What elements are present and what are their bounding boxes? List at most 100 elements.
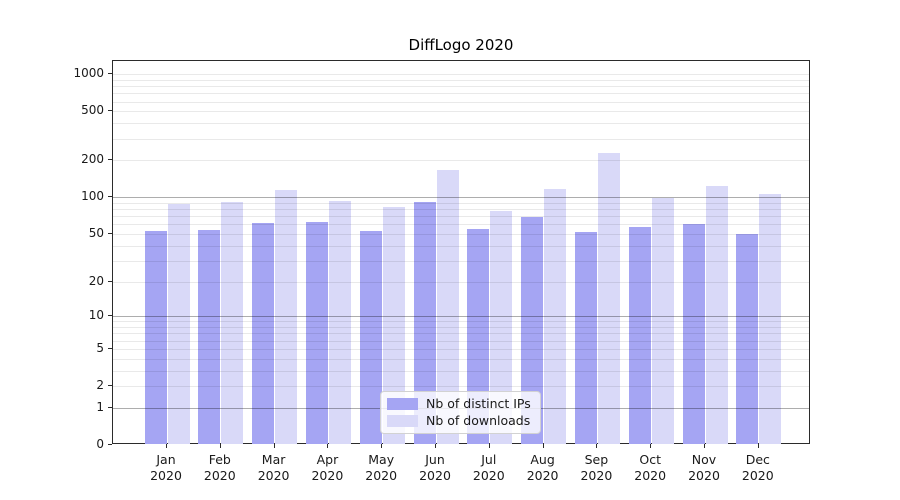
- bar-distinct-ips-jun: [413, 201, 436, 444]
- y-gridline-800: [113, 86, 809, 88]
- bar-downloads-jan: [167, 204, 190, 444]
- y-tick-mark-5: [108, 347, 112, 349]
- bar-downloads-aug: [544, 188, 567, 444]
- legend-row-downloads: Nb of downloads: [387, 414, 531, 428]
- y-gridline-7: [113, 333, 809, 335]
- x-tick-label-jan: Jan 2020: [150, 452, 182, 483]
- y-tick-mark-200: [108, 159, 112, 161]
- bar-downloads-jul: [490, 210, 513, 444]
- x-tick-mark-nov: [704, 444, 705, 448]
- bar-distinct-ips-dec: [736, 233, 759, 444]
- plot-area: [112, 60, 810, 444]
- x-tick-mark-jan: [166, 444, 167, 448]
- y-gridline-80: [113, 209, 809, 211]
- bar-downloads-oct: [651, 197, 674, 444]
- x-tick-label-jul: Jul 2020: [472, 452, 505, 483]
- y-gridline-900: [113, 79, 809, 81]
- x-tick-label-aug: Aug 2020: [526, 452, 559, 483]
- y-gridline-1000: [113, 74, 809, 76]
- y-gridline-20: [113, 281, 809, 283]
- x-tick-label-feb: Feb 2020: [203, 452, 236, 483]
- y-gridline-90: [113, 202, 809, 204]
- bar-distinct-ips-apr: [305, 221, 328, 444]
- bar-downloads-mar: [275, 189, 298, 444]
- y-tick-label-1000: 1000: [73, 66, 104, 81]
- bar-distinct-ips-aug: [521, 217, 544, 444]
- bar-distinct-ips-feb: [198, 229, 221, 444]
- legend: Nb of distinct IPs Nb of downloads: [380, 391, 541, 434]
- y-gridline-200: [113, 160, 809, 162]
- x-tick-mark-feb: [219, 444, 221, 448]
- y-gridline-10: [113, 316, 809, 318]
- x-tick-label-sep: Sep 2020: [580, 452, 613, 483]
- bar-distinct-ips-mar: [252, 222, 275, 444]
- y-gridline-400: [113, 123, 809, 125]
- bar-distinct-ips-jan: [144, 230, 167, 444]
- legend-label-distinct-ips: Nb of distinct IPs: [426, 396, 531, 411]
- x-tick-mark-aug: [542, 444, 544, 448]
- x-tick-mark-apr: [327, 444, 329, 448]
- y-tick-label-5: 5: [96, 340, 104, 355]
- y-tick-mark-100: [108, 196, 112, 198]
- y-tick-label-10: 10: [88, 308, 104, 323]
- legend-swatch-distinct-ips: [387, 398, 418, 410]
- chart-title: DiffLogo 2020: [408, 36, 514, 54]
- y-gridline-30: [113, 260, 809, 262]
- y-tick-label-2: 2: [96, 378, 104, 393]
- bar-distinct-ips-jul: [467, 228, 490, 444]
- x-tick-label-dec: Dec 2020: [741, 452, 774, 483]
- y-tick-mark-1000: [108, 73, 112, 75]
- bar-distinct-ips-oct: [628, 227, 651, 444]
- y-gridline-60: [113, 224, 809, 226]
- y-tick-mark-1: [108, 406, 112, 408]
- x-tick-label-mar: Mar 2020: [257, 452, 290, 483]
- x-tick-label-nov: Nov 2020: [688, 452, 720, 483]
- y-tick-mark-10: [108, 315, 112, 317]
- y-gridline-40: [113, 245, 809, 247]
- y-gridline-3: [113, 370, 809, 372]
- bar-downloads-may: [382, 206, 405, 444]
- bar-distinct-ips-sep: [574, 231, 597, 444]
- x-tick-mark-mar: [273, 444, 275, 448]
- y-tick-mark-0: [108, 444, 112, 445]
- y-tick-mark-2: [108, 385, 112, 387]
- y-tick-label-100: 100: [81, 189, 104, 204]
- x-tick-mark-jul: [488, 444, 490, 448]
- y-tick-label-500: 500: [81, 103, 104, 118]
- y-gridline-600: [113, 101, 809, 103]
- y-tick-label-20: 20: [88, 273, 104, 288]
- legend-label-downloads: Nb of downloads: [426, 413, 531, 428]
- x-tick-mark-dec: [757, 444, 759, 448]
- legend-row-distinct-ips: Nb of distinct IPs: [387, 397, 531, 411]
- y-gridline-6: [113, 340, 809, 342]
- bar-distinct-ips-nov: [682, 223, 705, 444]
- y-gridline-700: [113, 93, 809, 95]
- y-gridline-300: [113, 138, 809, 140]
- y-tick-label-0: 0: [96, 437, 104, 451]
- y-gridline-500: [113, 111, 809, 113]
- x-tick-label-may: May 2020: [365, 452, 398, 483]
- x-tick-mark-oct: [650, 444, 652, 448]
- bar-downloads-apr: [328, 200, 351, 444]
- y-tick-mark-20: [108, 280, 112, 282]
- bar-distinct-ips-may: [359, 230, 382, 444]
- y-gridline-8: [113, 327, 809, 329]
- x-tick-label-apr: Apr 2020: [311, 452, 344, 483]
- y-tick-mark-500: [108, 110, 112, 112]
- y-gridline-4: [113, 358, 809, 360]
- x-tick-mark-sep: [596, 444, 598, 448]
- y-gridline-5: [113, 348, 809, 350]
- y-gridline-70: [113, 216, 809, 218]
- y-gridline-50: [113, 233, 809, 235]
- bar-downloads-dec: [759, 193, 782, 444]
- y-gridline-2: [113, 386, 809, 388]
- bar-downloads-jun: [436, 170, 459, 444]
- y-tick-label-1: 1: [96, 399, 104, 414]
- bar-downloads-nov: [705, 185, 728, 444]
- y-tick-label-50: 50: [88, 225, 104, 240]
- x-tick-mark-jun: [435, 444, 436, 448]
- y-gridline-100: [113, 197, 809, 199]
- bar-downloads-sep: [597, 153, 620, 444]
- y-tick-label-200: 200: [81, 152, 104, 167]
